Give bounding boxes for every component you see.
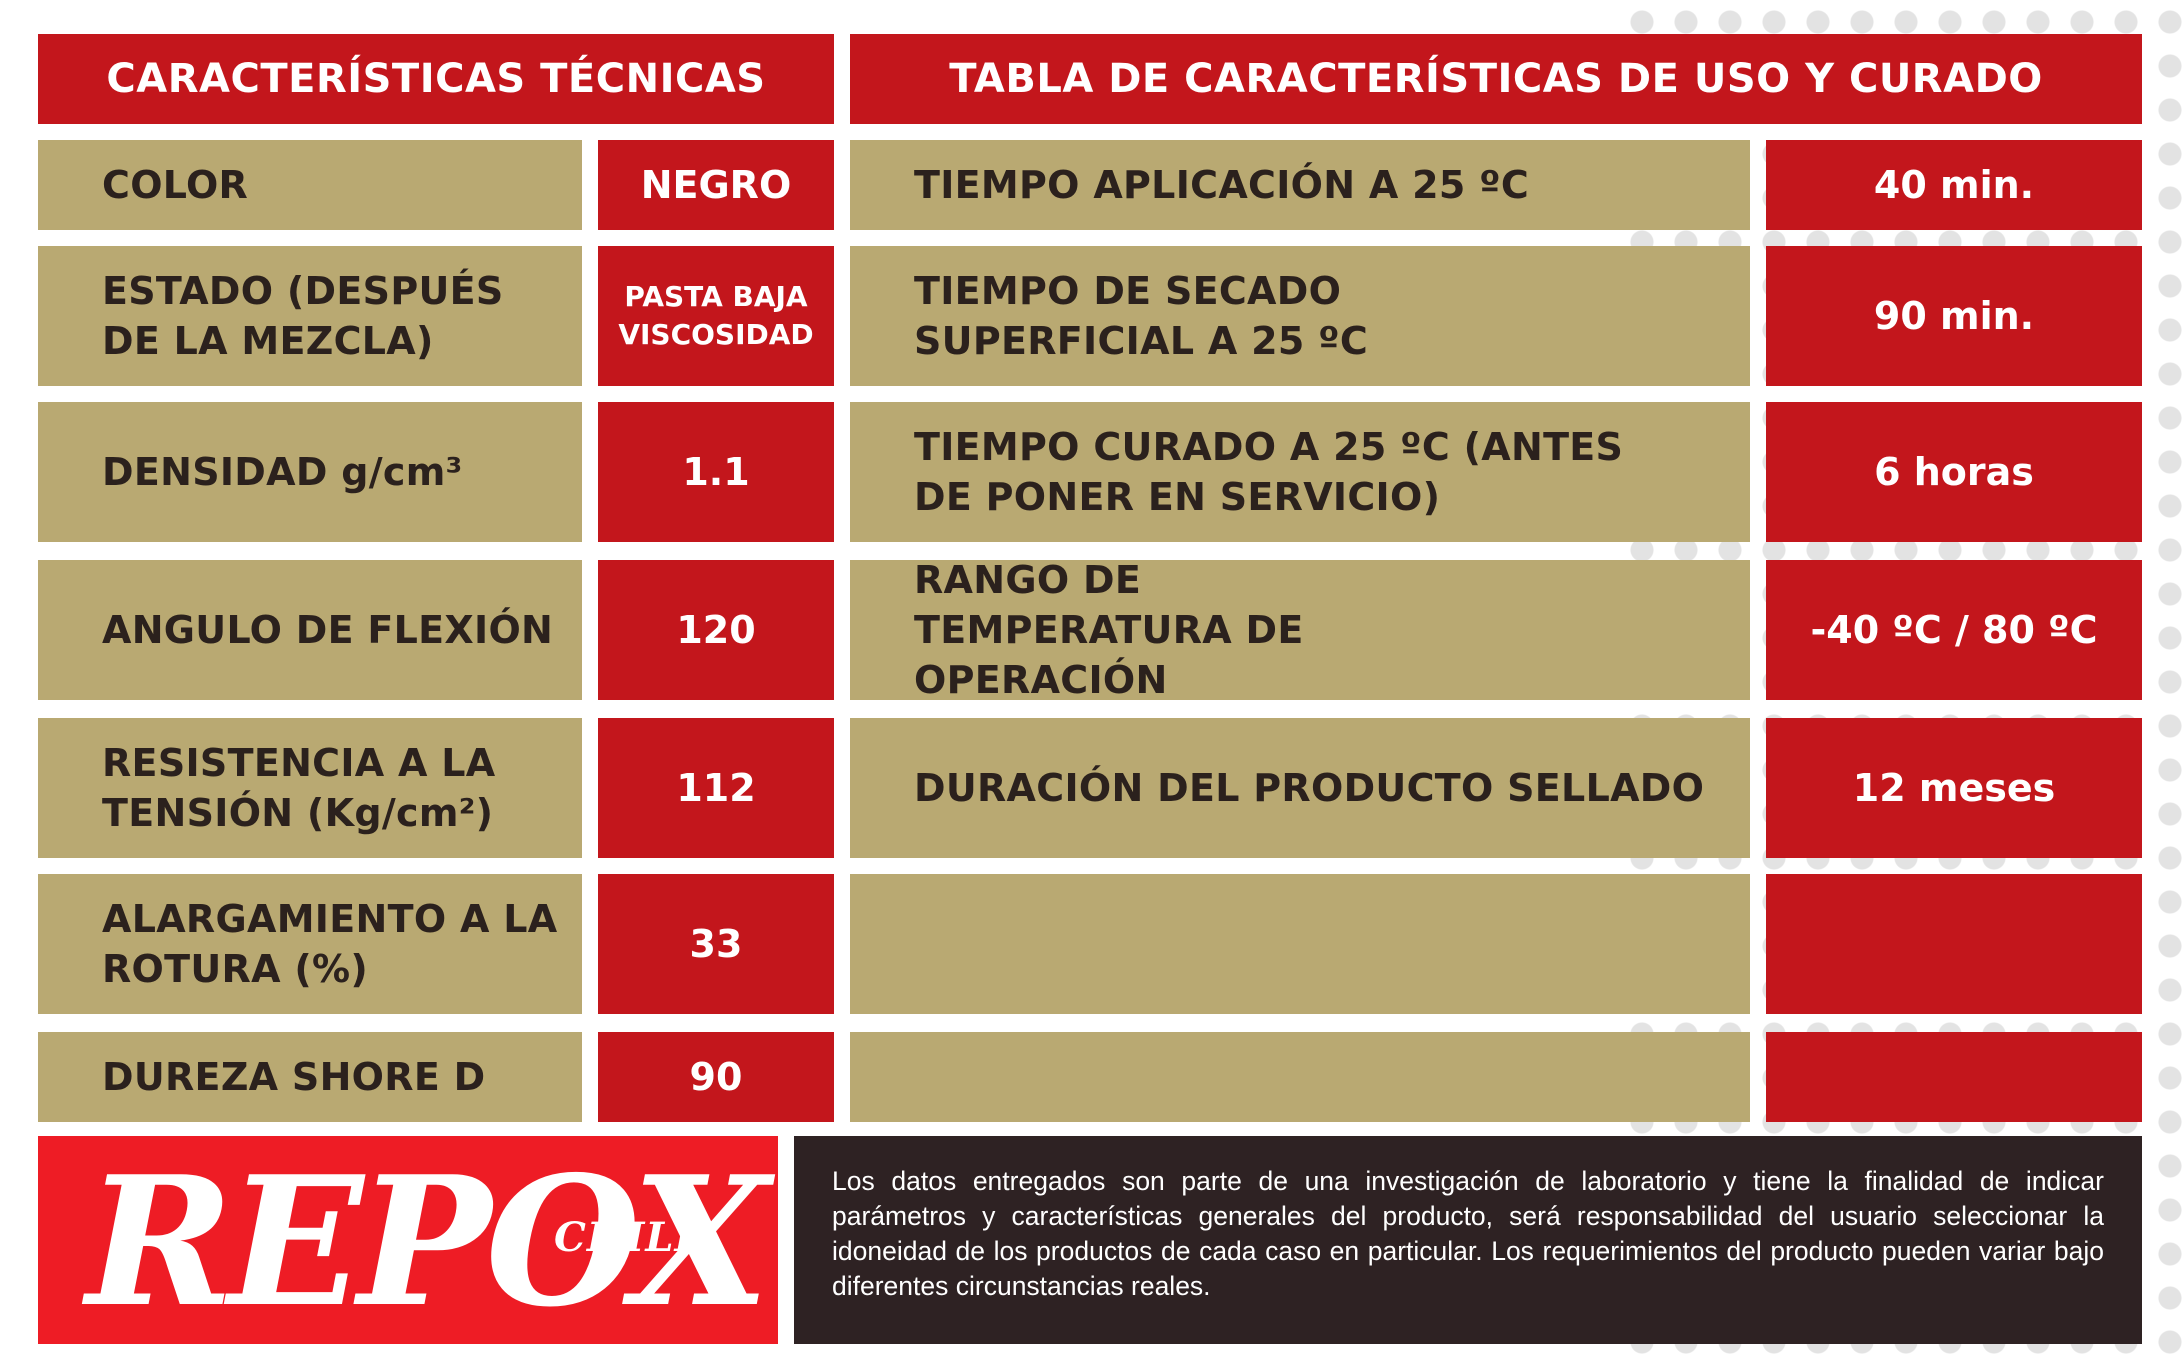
use-label-curing-time: TIEMPO CURADO A 25 ºC (ANTES DE PONER EN… [850,402,1750,542]
disclaimer-text: Los datos entregados son parte de una in… [832,1166,2104,1301]
tech-value-color: NEGRO [598,140,834,230]
tech-label-flex-angle: ANGULO DE FLEXIÓN [38,560,582,700]
tech-label-hardness: DUREZA SHORE D [38,1032,582,1122]
use-value-temperature-range: -40 ºC / 80 ºC [1766,560,2142,700]
tech-value-flex-angle: 120 [598,560,834,700]
use-value-curing-time: 6 horas [1766,402,2142,542]
tech-label-elongation: ALARGAMIENTO A LA ROTURA (%) [38,874,582,1014]
logo-wordmark: REPOX [86,1137,769,1346]
tech-value-density: 1.1 [598,402,834,542]
tech-label-state: ESTADO (DESPUÉS DE LA MEZCLA) [38,246,582,386]
tech-specs-header: CARACTERÍSTICAS TÉCNICAS [38,34,834,124]
tech-label-color: COLOR [38,140,582,230]
use-label-empty-2 [850,1032,1750,1122]
use-label-empty-1 [850,874,1750,1014]
tech-value-tensile: 112 [598,718,834,858]
tech-label-tensile: RESISTENCIA A LA TENSIÓN (Kg/cm²) [38,718,582,858]
use-value-application-time: 40 min. [1766,140,2142,230]
tech-value-elongation: 33 [598,874,834,1014]
use-label-application-time: TIEMPO APLICACIÓN A 25 ºC [850,140,1750,230]
logo-subtitle: CHILE [554,1214,706,1261]
tech-value-hardness: 90 [598,1032,834,1122]
use-value-surface-dry-time: 90 min. [1766,246,2142,386]
disclaimer-panel: Los datos entregados son parte de una in… [794,1136,2142,1344]
tech-value-state: PASTA BAJA VISCOSIDAD [598,246,834,386]
use-label-surface-dry-time: TIEMPO DE SECADO SUPERFICIAL A 25 ºC [850,246,1750,386]
tech-label-density: DENSIDAD g/cm³ [38,402,582,542]
use-value-empty-1 [1766,874,2142,1014]
use-value-shelf-life: 12 meses [1766,718,2142,858]
usage-curing-header: TABLA DE CARACTERÍSTICAS DE USO Y CURADO [850,34,2142,124]
use-label-shelf-life: DURACIÓN DEL PRODUCTO SELLADO [850,718,1750,858]
repox-chile-logo: REPOX CHILE [38,1136,778,1344]
use-value-empty-2 [1766,1032,2142,1122]
use-label-temperature-range: RANGO DE TEMPERATURA DE OPERACIÓN [850,558,1750,702]
